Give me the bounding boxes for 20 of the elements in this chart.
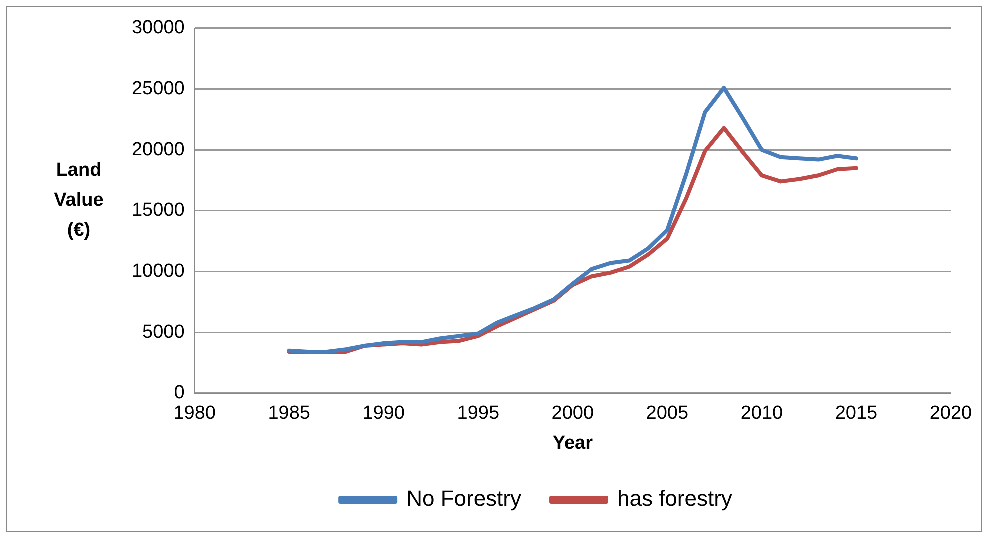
y-tick-label: 0 [174,382,185,404]
y-tick-label: 25000 [132,78,185,100]
x-axis-title: Year [552,432,594,454]
x-tick-label: 1995 [457,403,500,424]
x-tick-label: 2000 [552,403,594,424]
x-tick-label: 2015 [835,403,878,424]
x-tick-label: 1985 [268,403,310,424]
legend-label: has forestry [617,486,732,512]
x-tick-label: 2020 [930,403,972,424]
y-tick-label: 10000 [132,260,185,282]
x-tick-label: 2010 [740,403,784,424]
x-tick-label: 2005 [646,403,689,424]
y-axis-title: Land Value (€) [54,160,104,242]
y-tick-label: 15000 [132,200,185,222]
x-tick-label: 1990 [362,403,406,424]
y-tick-label: 30000 [132,18,185,39]
legend-label: No Forestry [406,486,522,512]
y-tick-label: 5000 [142,322,185,343]
y-tick-label: 20000 [132,139,185,160]
x-tick-label: 1980 [174,403,216,424]
